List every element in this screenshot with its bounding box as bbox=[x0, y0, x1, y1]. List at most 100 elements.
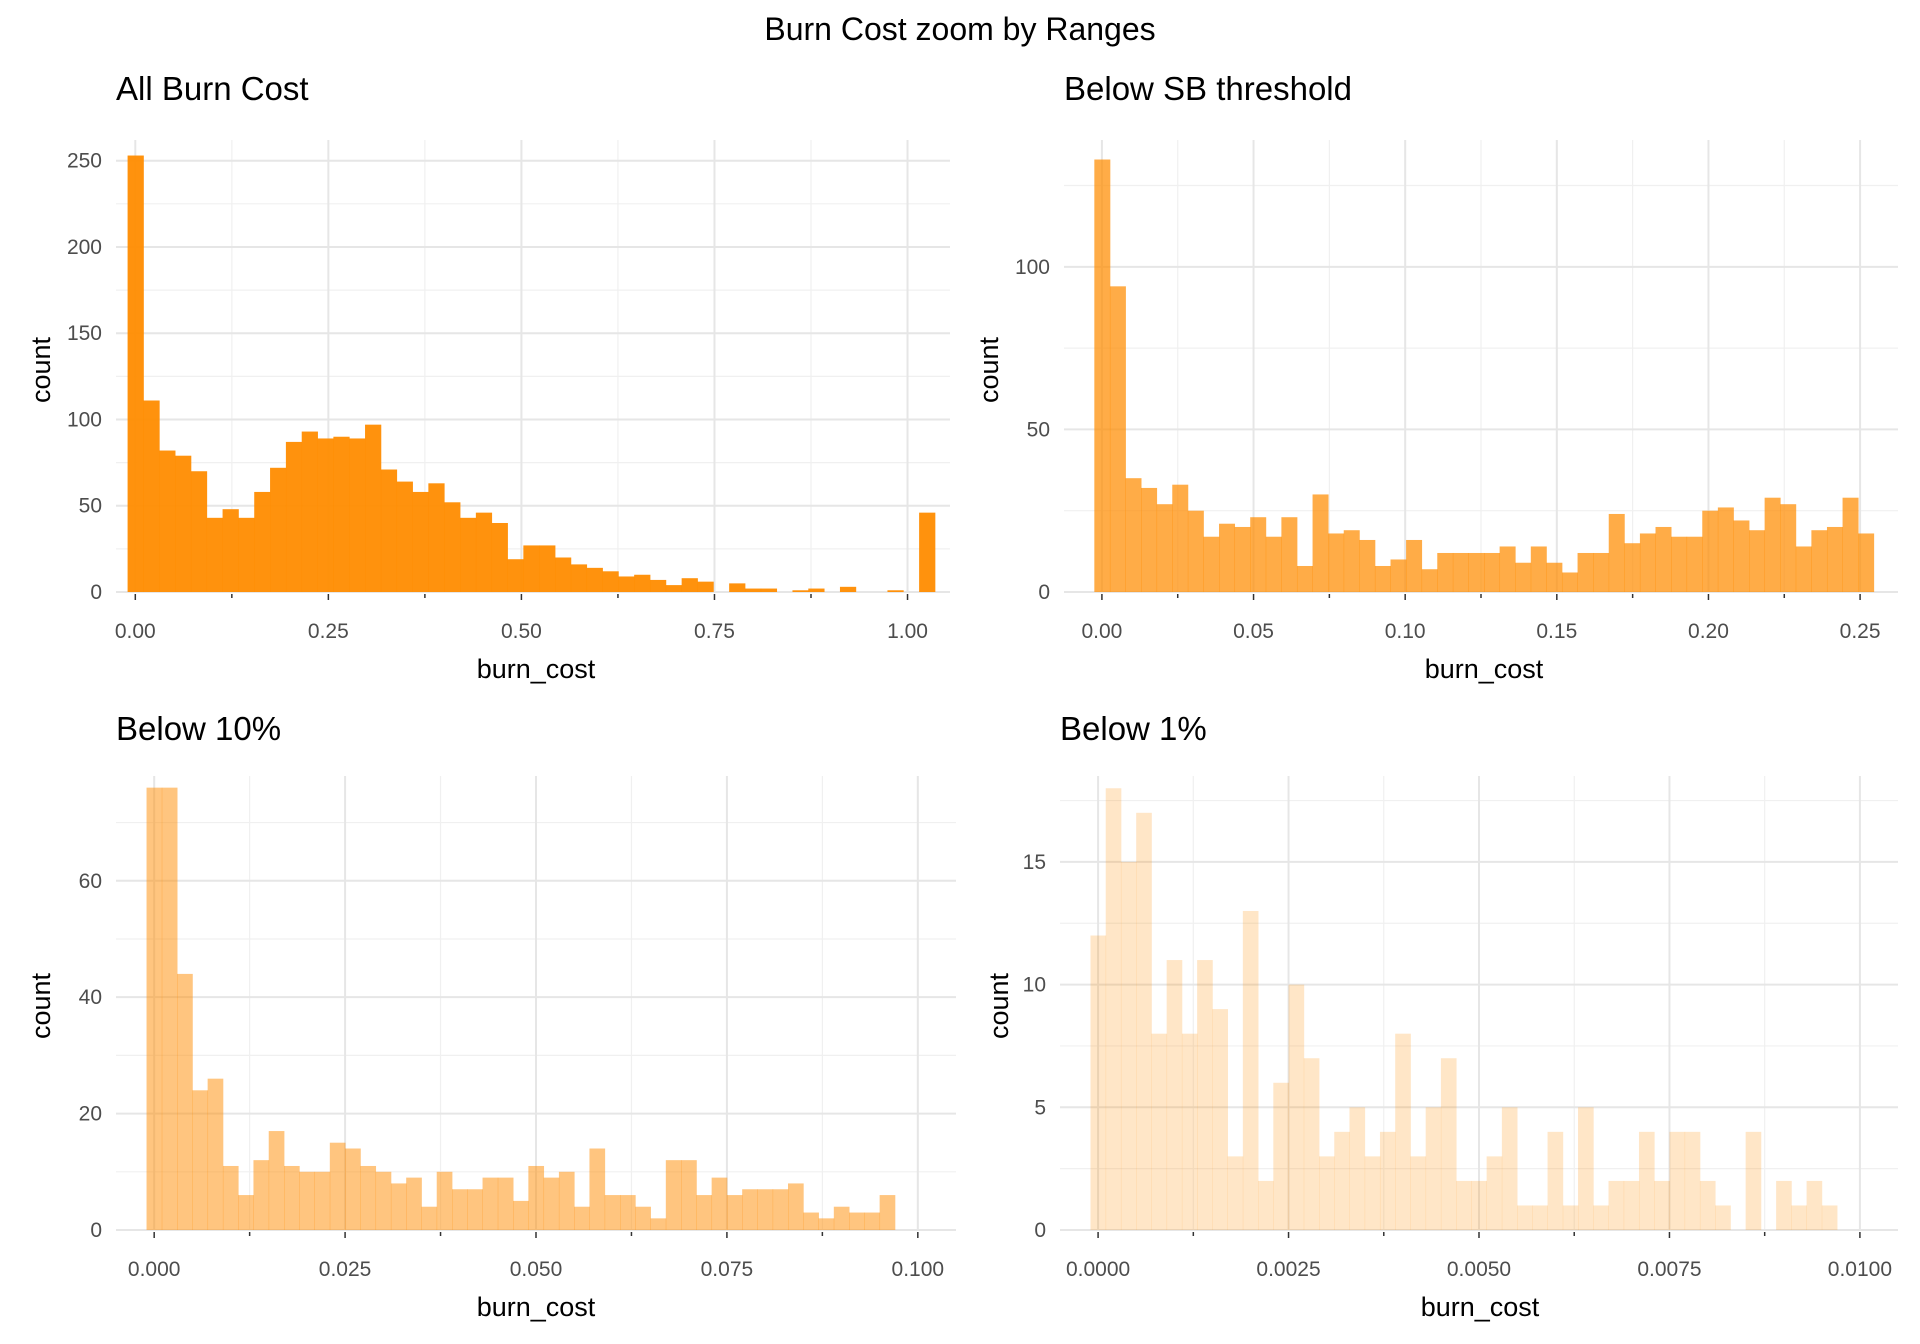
histogram-bar bbox=[1094, 159, 1111, 592]
histogram-bar bbox=[1395, 1033, 1411, 1230]
y-tick-label: 100 bbox=[67, 408, 102, 431]
histogram-bar bbox=[792, 590, 809, 592]
histogram-bar bbox=[159, 450, 176, 592]
histogram-bar bbox=[299, 1171, 315, 1230]
histogram-bar bbox=[1561, 572, 1578, 592]
plot-area: 0.00 0.25 0.50 0.75 1.00 0 50 100 150 200 250 bbox=[67, 140, 950, 643]
histogram-bar bbox=[665, 1160, 682, 1230]
histogram-bar bbox=[1265, 536, 1282, 592]
histogram-bar bbox=[1593, 1205, 1609, 1230]
histogram-bar bbox=[586, 567, 603, 592]
x-tick-label: 0.075 bbox=[701, 1258, 754, 1281]
histogram-bar bbox=[1421, 569, 1438, 592]
histogram-bar bbox=[268, 1131, 285, 1230]
histogram-bar bbox=[1547, 1131, 1564, 1230]
y-tick-label: 100 bbox=[1015, 256, 1050, 279]
histogram-bar bbox=[1826, 526, 1843, 592]
histogram-bar bbox=[523, 545, 540, 592]
histogram-bar bbox=[421, 1206, 438, 1230]
histogram-bar bbox=[1090, 935, 1107, 1230]
histogram-bar bbox=[589, 1148, 606, 1230]
histogram-bar bbox=[1303, 1058, 1320, 1230]
histogram-bar bbox=[1120, 861, 1137, 1230]
histogram-bar bbox=[1343, 530, 1360, 592]
histogram-bar bbox=[314, 1171, 331, 1230]
x-tick-label: 0.75 bbox=[694, 620, 735, 643]
histogram-bar bbox=[192, 1090, 209, 1230]
x-tick-label: 0.000 bbox=[128, 1258, 181, 1281]
histogram-bar bbox=[757, 1189, 774, 1230]
histogram-bar bbox=[1172, 484, 1189, 592]
y-axis-label: count bbox=[984, 972, 1014, 1039]
histogram-bar bbox=[1166, 960, 1183, 1230]
y-tick-label: 60 bbox=[79, 870, 102, 893]
histogram-bar bbox=[1530, 546, 1547, 592]
y-tick-label: 5 bbox=[1034, 1096, 1046, 1119]
histogram-bar bbox=[650, 1218, 667, 1230]
x-tick-label: 0.0025 bbox=[1256, 1258, 1320, 1281]
histogram-bar bbox=[345, 1148, 361, 1230]
histogram-bar bbox=[1374, 565, 1391, 592]
histogram-bar bbox=[1334, 1131, 1350, 1230]
histogram-bar bbox=[482, 1177, 499, 1230]
histogram-bar bbox=[528, 1165, 545, 1230]
histogram-bar bbox=[238, 517, 255, 592]
histogram-bar bbox=[833, 1206, 850, 1230]
x-tick-label: 0.20 bbox=[1688, 620, 1729, 643]
histogram-bar bbox=[1390, 559, 1407, 592]
histogram-bar bbox=[681, 578, 698, 592]
histogram-bar bbox=[574, 1206, 590, 1230]
histogram-bar bbox=[1468, 552, 1485, 592]
histogram-bar bbox=[1125, 478, 1142, 592]
x-tick-label: 0.25 bbox=[1840, 620, 1881, 643]
histogram-bar bbox=[1212, 1009, 1228, 1230]
y-tick-label: 40 bbox=[79, 986, 102, 1009]
histogram-bar bbox=[879, 1195, 896, 1230]
y-tick-label: 0 bbox=[1034, 1219, 1046, 1242]
histogram-bar bbox=[1109, 286, 1126, 592]
histogram-bar bbox=[1776, 1180, 1792, 1230]
histogram-bar bbox=[1136, 812, 1152, 1230]
histogram-bar bbox=[1141, 487, 1158, 592]
histogram-bar bbox=[555, 557, 572, 592]
histogram-bar bbox=[803, 1212, 819, 1230]
histogram-bar bbox=[1858, 533, 1875, 592]
histogram-bar bbox=[649, 579, 667, 592]
histogram-bar bbox=[1227, 1156, 1244, 1230]
y-tick-label: 0 bbox=[1038, 581, 1050, 604]
histogram-bar bbox=[301, 431, 318, 592]
histogram-bar bbox=[253, 1160, 270, 1230]
y-tick-label: 0 bbox=[90, 581, 102, 604]
x-axis-label: burn_cost bbox=[1421, 1292, 1540, 1322]
x-tick-label: 0.050 bbox=[510, 1258, 563, 1281]
histogram-bar bbox=[1517, 1205, 1533, 1230]
histogram-bar bbox=[161, 787, 178, 1230]
histogram-bar bbox=[726, 1195, 743, 1230]
histogram-bar bbox=[1593, 552, 1610, 592]
histogram-bar bbox=[1273, 1082, 1289, 1230]
histogram-bar bbox=[1578, 1107, 1594, 1230]
x-tick-label: 1.00 bbox=[887, 620, 928, 643]
panel-below-sb-threshold: Below SB threshold burn_cost count 0.00 0… bbox=[974, 70, 1898, 684]
x-tick-label: 0.15 bbox=[1536, 620, 1577, 643]
histogram-bar bbox=[1197, 960, 1213, 1230]
histogram-bar bbox=[1546, 562, 1563, 592]
histogram-bar bbox=[396, 481, 413, 592]
histogram-bar bbox=[1484, 552, 1501, 592]
histogram-bar bbox=[634, 574, 651, 592]
histogram-bar bbox=[1733, 520, 1750, 592]
histogram-bar bbox=[849, 1212, 865, 1230]
figure-title: Burn Cost zoom by Ranges bbox=[764, 11, 1155, 47]
histogram-bar bbox=[1532, 1205, 1548, 1230]
y-tick-label: 20 bbox=[79, 1103, 102, 1126]
histogram-bar bbox=[635, 1206, 651, 1230]
histogram-bar bbox=[380, 469, 398, 592]
x-axis-label: burn_cost bbox=[1425, 654, 1544, 684]
histogram-bar bbox=[444, 502, 461, 592]
histogram-bar bbox=[1219, 523, 1236, 592]
histogram-bar bbox=[1638, 1131, 1655, 1230]
histogram-bar bbox=[772, 1189, 789, 1230]
x-axis-label: burn_cost bbox=[477, 1292, 596, 1322]
histogram-bar bbox=[207, 1078, 224, 1230]
panel-title: Below 1% bbox=[1060, 710, 1207, 747]
